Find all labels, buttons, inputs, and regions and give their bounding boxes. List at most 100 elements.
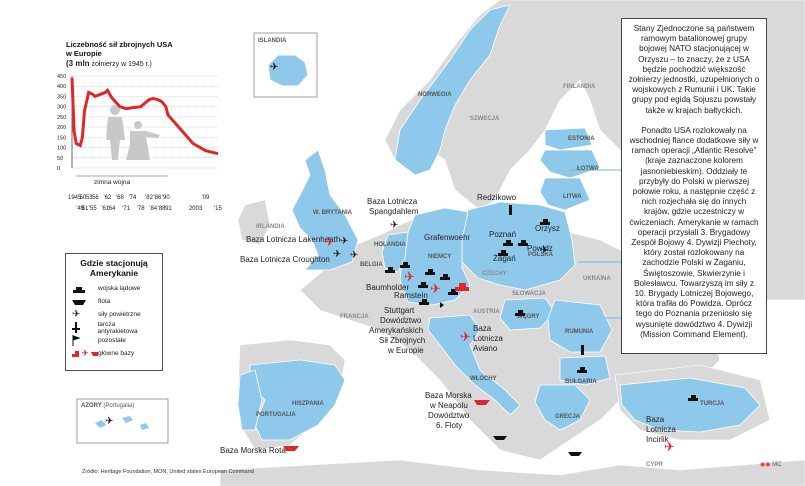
tank-icon (503, 240, 513, 246)
chart-x-tick-label: '84 (149, 206, 157, 212)
label-holandia: HOLANDIA (374, 242, 406, 248)
main-airbase-icon: ✈ (430, 281, 441, 296)
connector-lines (570, 169, 621, 319)
tank-icon (518, 240, 528, 246)
chart-y-tick-label: 450 (57, 74, 66, 80)
label-spangdahlem-2: Spangdahlem (369, 207, 419, 216)
label-slowacja: SŁOWACJA (512, 291, 547, 297)
chart-subtitle: (3 mln żołnierzy w 1945 r.) (66, 59, 152, 68)
label-aviano-2: Lotnicza (473, 334, 503, 343)
label-ramstein: Ramstein (394, 291, 428, 300)
label-neapol-4: 6. Floty (436, 421, 462, 430)
ship-icon (493, 436, 507, 440)
chart-x-tick-label: '55 (89, 206, 97, 212)
chart-x-tick-label: '49 (76, 206, 84, 212)
label-wlochy: WŁOCHY (470, 376, 497, 382)
label-wbrytania: W. BRYTANIA (313, 210, 353, 216)
plane-icon: ✈ (390, 220, 398, 231)
label-stuttgart-3: Amerykańskich (369, 326, 423, 335)
tank-icon (425, 269, 435, 275)
inset-islandia-label: ISLANDIA (258, 38, 287, 44)
chart-x-tick-label: 2003 (189, 206, 203, 212)
plane-icon: ✈ (270, 62, 278, 73)
label-bulgaria: BUŁGARIA (565, 379, 597, 385)
chart-series-line (70, 77, 219, 156)
label-orzysz: Orzysz (535, 224, 560, 233)
main-airbase-icon: ✈ (81, 348, 89, 358)
label-neapol-1: Baza Morska (425, 391, 472, 400)
label-neapol-2: w Neapolu (429, 401, 468, 410)
missile-shield-icon (72, 322, 80, 333)
label-rumunia: RUMUNIA (565, 329, 594, 335)
main-airbase-icon: ✈ (404, 269, 415, 284)
label-austria: AUSTRIA (473, 309, 500, 315)
legend-item: wojska lądowe (72, 282, 156, 295)
tank-icon (540, 219, 550, 225)
chart-y-tick-label: 300 (57, 105, 66, 111)
chart-title: Liczebność sił zbrojnych USA w Europie (66, 40, 173, 58)
label-zagan: Żagań (493, 254, 516, 263)
label-lotwa: ŁOTWA (577, 166, 599, 172)
tank-icon (385, 267, 395, 273)
missile-shield-icon (509, 205, 512, 215)
tank-icon (400, 262, 410, 268)
chart-x-tick-label: '74 (128, 195, 136, 201)
country-labels: NORWEGIA SZWECJA FINLANDIA ESTONIA ŁOTWA… (256, 84, 725, 468)
chart-x-tick-label: '68 (116, 195, 124, 201)
inset-azory-label: AZORY (Portugalia) (81, 403, 134, 409)
legend: Gdzie stacjonują Amerykanie wojska lądow… (65, 253, 163, 371)
source-note: Źródło: Heritage Foundation, MON, United… (82, 469, 254, 475)
info-paragraph-2: Ponadto USA rozlokowały na wschodniej fl… (629, 125, 759, 339)
label-spangdahlem-1: Baza Lotnicza (367, 197, 418, 206)
chart-x-tick-label: '88 (158, 206, 166, 212)
main-tank-icon (72, 351, 80, 357)
label-hiszpania: HISZPANIA (292, 401, 325, 407)
plane-icon: ✈ (540, 245, 548, 256)
label-croughton: Baza Lotnicza Croughton (240, 255, 330, 264)
chart-y-tick-label: 250 (57, 115, 66, 121)
chart-y-tick-label: 350 (57, 94, 66, 100)
legend-item: tarcza antyrakietowa (72, 321, 156, 335)
tank-icon (577, 367, 587, 373)
label-belgia: BELGIA (360, 262, 383, 268)
tank-icon (498, 250, 508, 256)
chart-x-tick-label: '90 (162, 195, 170, 201)
chart-x-tick-label: '15 (214, 206, 222, 212)
label-czechy: CZECHY (482, 271, 507, 277)
label-lakenheath: Baza Lotnicza Lakenheath (246, 235, 340, 244)
label-litwa: LITWA (563, 194, 582, 200)
label-ukraina: UKRAINA (583, 276, 611, 282)
plane-icon: ✈ (333, 249, 341, 260)
chart-y-ticks: 450 400 350 300 250 200 150 100 50 0 (57, 74, 66, 172)
plane-icon: ✈ (72, 309, 81, 320)
label-francja: FRANCJA (340, 314, 369, 320)
label-irlandia: IRLANDIA (256, 224, 285, 230)
chart-x-tick-label: '51 (81, 206, 89, 212)
plane-icon: ✈ (105, 416, 113, 427)
chart-x-tick-label: '82 (145, 195, 153, 201)
label-wegry: WĘGRY (517, 314, 539, 320)
label-aviano-1: Baza (473, 324, 492, 333)
tank-icon (73, 286, 85, 293)
tank-icon (688, 395, 698, 401)
missile-shield-icon (581, 345, 584, 355)
label-stuttgart-2: Dowództwo (380, 316, 422, 325)
chart-x-tick-label: '78 (137, 206, 145, 212)
tank-icon (440, 274, 450, 280)
place-labels: Redzikowo Orzysz Poznań Powidz Żagań Gra… (220, 193, 676, 455)
label-grafenwoehr: Grafenwoehr (424, 233, 471, 242)
info-paragraph-1: Stany Zjednoczone są państwem ramowym ba… (628, 24, 760, 115)
label-stuttgart-5: w Europie (387, 346, 424, 355)
label-incirlik-3: Incirlik (646, 435, 670, 444)
plane-icon: ✈ (340, 236, 348, 247)
label-neapol-3: Dowództwo (428, 411, 470, 420)
label-finlandia: FINLANDIA (563, 84, 596, 90)
chart-y-tick-label: 150 (57, 135, 66, 141)
label-redzikowo: Redzikowo (477, 193, 517, 202)
label-niemcy: NIEMCY (428, 254, 451, 260)
legend-item: ✈ główne bazy (72, 347, 156, 360)
chart-x-tick-label: '09 (201, 195, 209, 201)
ship-icon (72, 299, 86, 305)
chart-x-tick-label: '61 (101, 206, 109, 212)
